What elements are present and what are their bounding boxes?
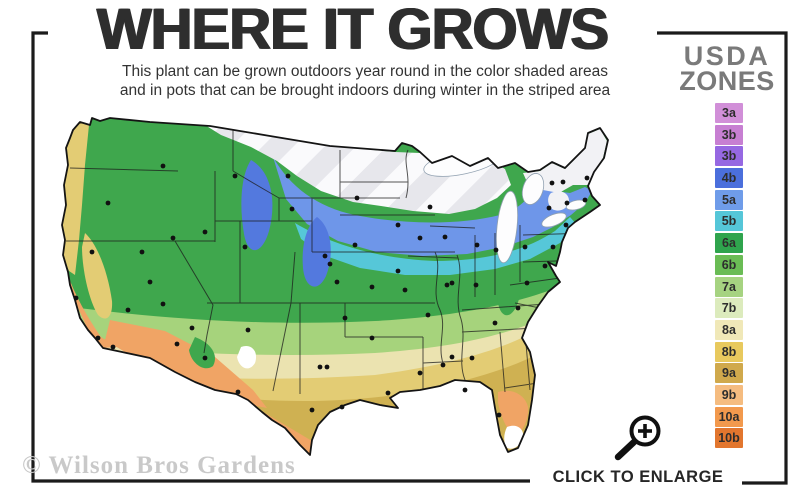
city-dot (170, 235, 176, 241)
page-title: WHERE IT GROWS (96, 0, 609, 62)
city-dots (73, 163, 590, 418)
usa-outline (61, 117, 609, 456)
city-dot (473, 282, 479, 288)
zone-chip-5a: 5a (715, 189, 743, 210)
city-dot (189, 325, 195, 331)
city-dot (425, 312, 431, 318)
city-dot (339, 404, 345, 410)
city-dot (584, 175, 590, 181)
city-dot (354, 195, 360, 201)
city-dot (427, 204, 433, 210)
zone-chip-10b: 10b (715, 428, 743, 449)
city-dot (444, 282, 450, 288)
city-dot (309, 407, 315, 413)
city-dot (242, 244, 248, 250)
city-dot (317, 364, 323, 370)
zone-chip-5b: 5b (715, 211, 743, 232)
subtitle-line-1: This plant can be grown outdoors year ro… (122, 63, 608, 80)
city-dot (289, 206, 295, 212)
enlarge-label[interactable]: CLICK TO ENLARGE (552, 468, 724, 486)
city-dot (550, 244, 556, 250)
city-dot (449, 280, 455, 286)
zone-chip-3a: 3a (715, 103, 743, 123)
zone-chip-8b: 8b (715, 341, 743, 362)
enlarge-control[interactable]: CLICK TO ENLARGE (538, 404, 738, 492)
city-dot (417, 370, 423, 376)
zone-chip-7a: 7a (715, 276, 743, 297)
city-dot (342, 315, 348, 321)
city-dot (417, 235, 423, 241)
city-dot (245, 327, 251, 333)
city-dot (493, 247, 499, 253)
zone-chip-9b: 9b (715, 384, 743, 405)
zone-chip-3b: 3b (715, 124, 743, 145)
city-dot (285, 173, 291, 179)
city-dot (492, 320, 498, 326)
city-dot (474, 242, 480, 248)
city-dot (95, 335, 101, 341)
zone-chip-6a: 6a (715, 233, 743, 254)
city-dot (469, 355, 475, 361)
city-dot (352, 242, 358, 248)
legend-title-usda: USDA (683, 41, 771, 71)
city-dot (524, 280, 530, 286)
city-dot (174, 341, 180, 347)
city-dot (564, 200, 570, 206)
city-dot (125, 307, 131, 313)
city-dot (235, 389, 241, 395)
zone-chip-10a: 10a (715, 406, 743, 427)
city-dot (110, 344, 116, 350)
city-dot (522, 244, 528, 250)
magnifier-plus-icon[interactable] (612, 404, 676, 468)
city-dot (89, 249, 95, 255)
city-dot (322, 253, 328, 259)
usa-zone-map[interactable] (55, 105, 667, 477)
city-dot (462, 387, 468, 393)
city-dot (442, 234, 448, 240)
city-dot (395, 268, 401, 274)
zone-chip-8a: 8a (715, 319, 743, 340)
city-dot (160, 163, 166, 169)
city-dot (324, 364, 330, 370)
zone-chip-9a: 9a (715, 363, 743, 384)
city-dot (385, 390, 391, 396)
city-dot (139, 249, 145, 255)
zone-chip-6b: 6b (715, 254, 743, 275)
city-dot (440, 362, 446, 368)
city-dot (563, 222, 569, 228)
city-dot (73, 295, 79, 301)
city-dot (395, 222, 401, 228)
legend-title: USDA ZONES (668, 41, 786, 96)
zone-color-scale: 3a 3b 3b 4b 5a 5b 6a 6b 7a 7b 8a 8b 9a 9b 10a 10b (715, 103, 743, 450)
zone-chip-7b: 7b (715, 298, 743, 319)
city-dot (560, 179, 566, 185)
city-dot (327, 261, 333, 267)
city-dot (369, 335, 375, 341)
city-dot (402, 287, 408, 293)
zone-chip-3b: 3b (715, 146, 743, 167)
city-dot (147, 279, 153, 285)
city-dot (105, 200, 111, 206)
subtitle: This plant can be grown outdoors year ro… (35, 62, 695, 100)
subtitle-line-2: and in pots that can be brought indoors … (119, 82, 611, 99)
watermark: © Wilson Bros Gardens (22, 452, 296, 479)
city-dot (160, 301, 166, 307)
city-dot (542, 263, 548, 269)
legend-title-zones: ZONES (679, 66, 775, 96)
city-dot (582, 197, 588, 203)
city-dot (496, 412, 502, 418)
city-dot (449, 354, 455, 360)
city-dot (369, 284, 375, 290)
city-dot (334, 279, 340, 285)
usda-zones-legend: USDA ZONES (668, 41, 786, 96)
state-borders (66, 120, 591, 406)
zone-chip-4b: 4b (715, 168, 743, 189)
city-dot (232, 173, 238, 179)
city-dot (515, 305, 521, 311)
city-dot (546, 205, 552, 211)
city-dot (202, 355, 208, 361)
city-dot (549, 180, 555, 186)
city-dot (202, 229, 208, 235)
